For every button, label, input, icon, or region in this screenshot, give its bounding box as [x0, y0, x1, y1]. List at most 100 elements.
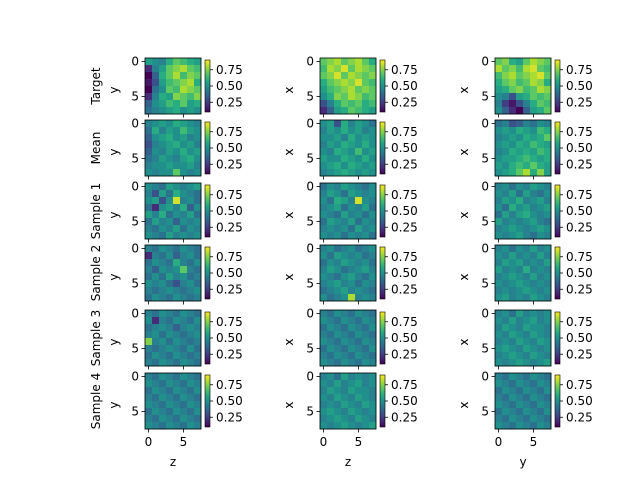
heatmap-cell — [348, 86, 356, 94]
heatmap-cell — [194, 287, 202, 295]
heatmap-cell — [187, 317, 195, 325]
heatmap-cell — [537, 93, 545, 101]
heatmap-cell — [327, 169, 335, 177]
heatmap-cell — [348, 280, 356, 288]
heatmap-cell — [502, 310, 510, 318]
heatmap-cell — [523, 415, 531, 423]
colorbar-tick-label: 0.25 — [566, 410, 593, 424]
heatmap-cell — [173, 352, 181, 360]
heatmap-cell — [502, 380, 510, 388]
x-tick-label: 5 — [180, 435, 188, 449]
heatmap-cell — [516, 218, 524, 226]
heatmap-cell — [194, 169, 202, 177]
colorbar-tick-label: 0.25 — [566, 347, 593, 361]
heatmap-cell — [334, 317, 342, 325]
heatmap-cell — [180, 287, 188, 295]
heatmap-cell — [145, 107, 153, 115]
heatmap-cell — [362, 93, 370, 101]
heatmap-cell — [145, 162, 153, 170]
heatmap-cell — [369, 266, 377, 274]
heatmap-cell — [495, 380, 503, 388]
heatmap-cell — [502, 232, 510, 240]
heatmap-cell — [180, 141, 188, 149]
heatmap-cell — [502, 352, 510, 360]
colorbar — [204, 59, 211, 113]
heatmap-cell — [173, 107, 181, 115]
colorbar-tick-label: 0.75 — [216, 63, 243, 77]
panel-frame — [319, 119, 377, 177]
heatmap-cell — [523, 422, 531, 430]
heatmap-cell — [145, 394, 153, 402]
heatmap-cell — [537, 317, 545, 325]
heatmap-cell — [152, 359, 160, 367]
heatmap-cell — [355, 373, 363, 381]
heatmap-cell — [509, 148, 517, 156]
heatmap-cell — [187, 373, 195, 381]
heatmap-cell — [530, 232, 538, 240]
heatmap-cell — [159, 141, 167, 149]
heatmap-cell — [187, 415, 195, 423]
colorbar-tick-label: 0.75 — [216, 250, 243, 264]
heatmap-cell — [537, 162, 545, 170]
colorbar-tick-label: 0.25 — [391, 347, 418, 361]
heatmap-cell — [166, 345, 174, 353]
heatmap-cell — [145, 93, 153, 101]
heatmap-cell — [159, 211, 167, 219]
heatmap-cell — [362, 211, 370, 219]
heatmap-cell — [327, 324, 335, 332]
heatmap-cell — [530, 120, 538, 128]
heatmap-cell — [495, 79, 503, 87]
heatmap-cell — [334, 401, 342, 409]
heatmap-cell — [166, 394, 174, 402]
heatmap-cell — [516, 141, 524, 149]
y-axis-label: y — [107, 211, 121, 218]
heatmap-cell — [369, 294, 377, 302]
heatmap-cell — [152, 287, 160, 295]
heatmap-cell — [145, 387, 153, 395]
heatmap-cell — [145, 324, 153, 332]
colorbar-tick-label: 0.25 — [216, 347, 243, 361]
heatmap-cell — [173, 58, 181, 66]
heatmap-cell — [320, 273, 328, 281]
heatmap-cell — [362, 155, 370, 163]
heatmap-cell — [194, 86, 202, 94]
heatmap-cell — [194, 373, 202, 381]
heatmap-cell — [495, 394, 503, 402]
heatmap-cell — [320, 204, 328, 212]
heatmap-cell — [152, 373, 160, 381]
heatmap-cell — [369, 359, 377, 367]
heatmap-cell — [194, 310, 202, 318]
heatmap-cell — [334, 273, 342, 281]
heatmap-cell — [152, 338, 160, 346]
heatmap-cell — [348, 162, 356, 170]
heatmap-cell — [334, 422, 342, 430]
heatmap-cell — [544, 338, 552, 346]
heatmap-cell — [369, 408, 377, 416]
heatmap-cell — [495, 280, 503, 288]
heatmap-cell — [180, 148, 188, 156]
heatmap-cell — [173, 204, 181, 212]
heatmap-cell — [516, 148, 524, 156]
heatmap-cell — [369, 394, 377, 402]
heatmap-cell — [187, 204, 195, 212]
heatmap-cell — [509, 310, 517, 318]
heatmap-cell — [509, 317, 517, 325]
colorbar — [379, 246, 386, 300]
heatmap-cell — [152, 86, 160, 94]
heatmap-cell — [334, 204, 342, 212]
heatmap-cell — [495, 162, 503, 170]
heatmap-cell — [362, 134, 370, 142]
heatmap-cell — [327, 331, 335, 339]
heatmap-cell — [537, 280, 545, 288]
heatmap-cell — [544, 352, 552, 360]
heatmap-cell — [327, 225, 335, 233]
heatmap-cell — [341, 197, 349, 205]
colorbar-tick-label: 0.50 — [216, 141, 243, 155]
heatmap-cell — [327, 79, 335, 87]
heatmap-cell — [341, 65, 349, 73]
heatmap-cell — [187, 93, 195, 101]
heatmap-cell — [187, 162, 195, 170]
heatmap-cell — [369, 331, 377, 339]
heatmap-cell — [187, 387, 195, 395]
colorbar — [554, 121, 561, 175]
